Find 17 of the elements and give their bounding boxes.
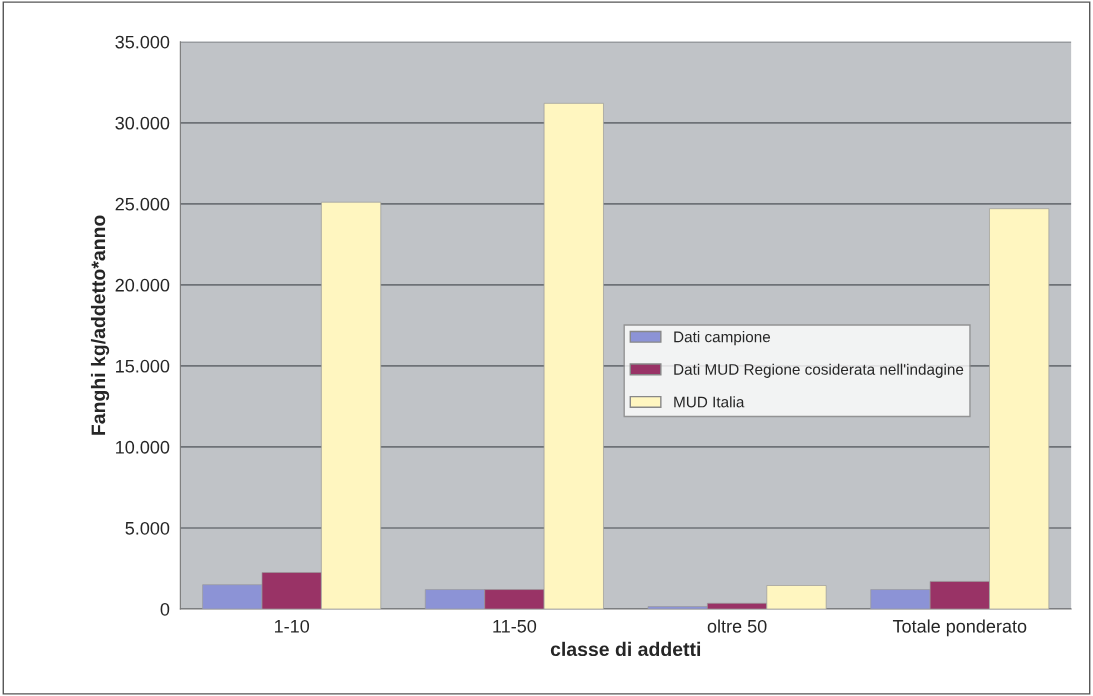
y-tick-label: 0 (160, 602, 170, 616)
legend-label: Dati campione (674, 331, 771, 346)
y-tick-label: 25.000 (115, 197, 170, 211)
y-tick-label: 10.000 (116, 440, 170, 454)
x-tick-label: oltre 50 (707, 619, 767, 633)
x-tick-label: 11-50 (493, 619, 537, 633)
x-tick-label: 1-10 (275, 619, 310, 633)
x-tick-label: Totale ponderato (892, 619, 1027, 637)
y-tick-label: 15.000 (116, 359, 170, 373)
legend-label: MUD Italia (674, 396, 745, 408)
x-axis-title: classe di addetti (550, 641, 701, 657)
y-tick-label: 30.000 (115, 116, 170, 130)
legend-label: Dati MUD Regione cosiderata nell'indagine (674, 363, 964, 378)
y-axis-title: Fanghi kg/addetto*anno (90, 215, 110, 435)
y-tick-label: 20.000 (115, 278, 170, 292)
y-tick-label: 5.000 (125, 521, 170, 535)
y-tick-label: 35.000 (115, 35, 170, 49)
